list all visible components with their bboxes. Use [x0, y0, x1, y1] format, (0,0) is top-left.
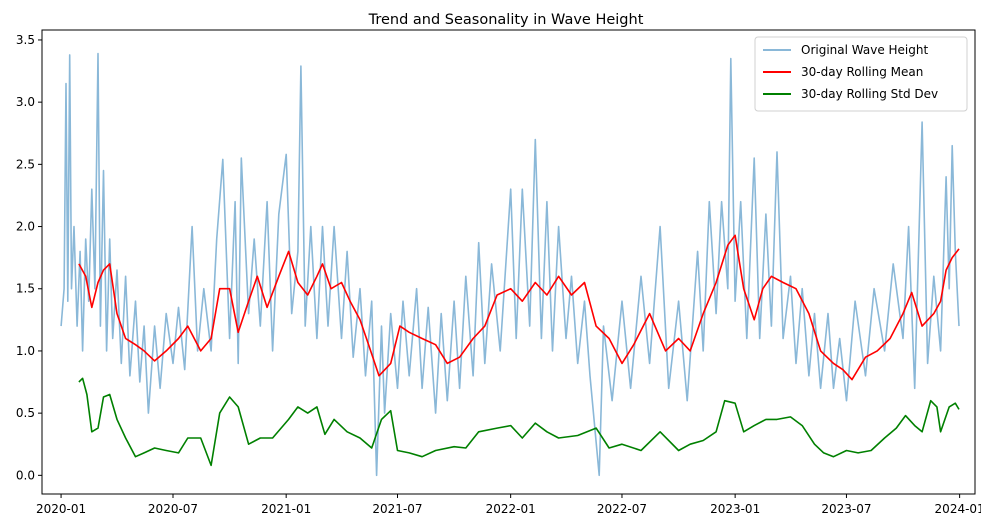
legend-box — [754, 36, 968, 112]
x-tick-label: 2023-01 — [710, 502, 760, 516]
x-tick-label: 2024-01 — [935, 502, 981, 516]
y-tick-label: 1.5 — [16, 282, 35, 296]
rolling-std-line — [78, 377, 960, 467]
legend-label: Original Wave Height — [801, 43, 928, 57]
y-tick-label: 3.0 — [16, 95, 35, 109]
y-tick-label: 0.5 — [16, 406, 35, 420]
x-tick-label: 2020-01 — [36, 502, 86, 516]
legend-label: 30-day Rolling Std Dev — [801, 87, 938, 101]
x-tick-label: 2021-07 — [372, 502, 422, 516]
x-tick-label: 2022-01 — [486, 502, 536, 516]
y-tick-label: 3.5 — [16, 33, 35, 47]
y-tick-label: 2.5 — [16, 157, 35, 171]
x-tick-label: 2021-01 — [261, 502, 311, 516]
y-tick-label: 0.0 — [16, 468, 35, 482]
y-tick-label: 1.0 — [16, 344, 35, 358]
legend: Original Wave Height 30-day Rolling Mean 3… — [754, 36, 968, 112]
x-tick-label: 2022-07 — [597, 502, 647, 516]
original-wave-height-line — [60, 52, 960, 477]
x-tick-label: 2020-07 — [148, 502, 198, 516]
x-tick-label: 2023-07 — [821, 502, 871, 516]
chart-title: Trend and Seasonality in Wave Height — [368, 12, 644, 28]
legend-label: 30-day Rolling Mean — [801, 65, 923, 79]
x-axis: 2020-01 2020-07 2021-01 2021-07 2022-01 2022-… — [36, 494, 981, 516]
y-tick-label: 2.0 — [16, 220, 35, 234]
y-axis: 0.0 0.5 1.0 1.5 2.0 2.5 3.0 3.5 — [16, 33, 42, 482]
series-layer — [60, 52, 960, 477]
plot-frame — [41, 29, 976, 495]
rolling-mean-line — [78, 234, 960, 381]
